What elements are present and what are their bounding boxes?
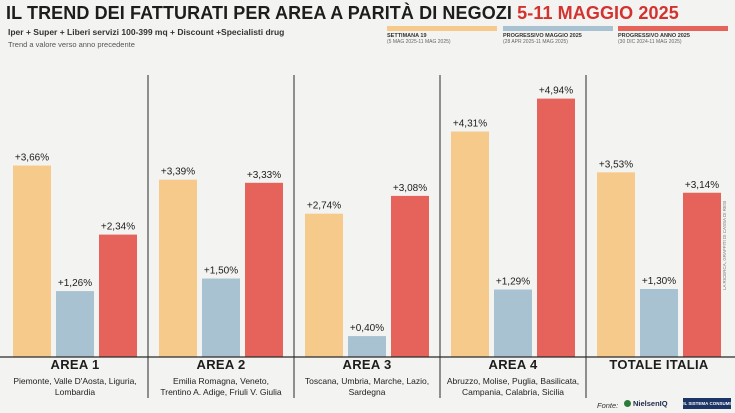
data-label-week-4: +4,31% — [453, 119, 487, 130]
legend-item-year: PROGRESSIVO ANNO 2025 (30 DIC 2024-11 MA… — [618, 26, 728, 45]
legend-label-year: PROGRESSIVO ANNO 2025 — [618, 33, 690, 39]
area-label-4: AREA 4 — [488, 357, 538, 372]
area-regions-1-line-1: Piemonte, Valle D'Aosta, Liguria, — [13, 376, 137, 386]
bar-week-1 — [13, 165, 51, 357]
chart-title-date: 5-11 MAGGIO 2025 — [517, 3, 679, 23]
data-label-year-5: +3,14% — [685, 180, 719, 191]
bar-month-2 — [202, 278, 240, 357]
area-regions-1: Piemonte, Valle D'Aosta, Liguria, Lombar… — [2, 376, 148, 398]
area-regions-2-line-2: Trentino A. Adige, Friuli V. Giulia — [160, 387, 282, 397]
data-label-year-4: +4,94% — [539, 86, 573, 97]
chart-subtitle: Iper + Super + Liberi servizi 100-399 mq… — [8, 27, 285, 37]
legend-item-week: SETTIMANA 19 (5 MAG 2025-11 MAG 2025) — [387, 26, 497, 45]
legend-item-month: PROGRESSIVO MAGGIO 2025 (28 APR 2025-11 … — [503, 26, 613, 45]
legend-dates-week: (5 MAG 2025-11 MAG 2025) — [387, 39, 451, 45]
data-label-week-5: +3,53% — [599, 159, 633, 170]
bar-week-2 — [159, 179, 197, 357]
area-regions-3: Toscana, Umbria, Marche, Lazio, Sardegna — [294, 376, 440, 398]
data-label-year-1: +2,34% — [101, 222, 135, 233]
area-label-1: AREA 1 — [50, 357, 100, 372]
legend-label-month: PROGRESSIVO MAGGIO 2025 — [503, 33, 582, 39]
legend-swatch-month — [503, 26, 613, 31]
data-label-month-1: +1,26% — [58, 278, 92, 289]
bar-month-5 — [640, 289, 678, 357]
source-label: Fonte: — [597, 401, 619, 410]
nielseniq-logo: NielsenIQ — [624, 399, 668, 408]
data-label-week-1: +3,66% — [15, 153, 49, 164]
chart-note: Trend a valore verso anno precedente — [8, 40, 135, 49]
legend-label-week: SETTIMANA 19 — [387, 33, 427, 39]
bar-month-1 — [56, 291, 94, 357]
chart-title: IL TREND DEI FATTURATI PER AREA A PARITÀ… — [6, 3, 679, 24]
bar-year-5 — [683, 192, 721, 357]
area-regions-2-line-1: Emilia Romagna, Veneto, — [173, 376, 269, 386]
legend-dates-month: (28 APR 2025-11 MAG 2025) — [503, 39, 568, 45]
bar-year-4 — [537, 98, 575, 357]
area-regions-1-line-2: Lombardia — [54, 387, 96, 397]
data-label-year-2: +3,33% — [247, 170, 281, 181]
area-regions-4: Abruzzo, Molise, Puglia, Basilicata, Cam… — [440, 376, 586, 398]
area-regions-3-line-2: Sardegna — [348, 387, 386, 397]
nielseniq-dot-icon — [624, 400, 631, 407]
area-label-3: AREA 3 — [342, 357, 392, 372]
data-label-month-4: +1,29% — [496, 277, 530, 288]
graphic-credit: LA RICERCA, GRAFFITI DI CASSA DI RESI — [722, 200, 727, 290]
bar-month-3 — [348, 336, 386, 357]
area-regions-3-line-1: Toscana, Umbria, Marche, Lazio, — [304, 376, 430, 386]
area-label-2: AREA 2 — [196, 357, 246, 372]
data-label-week-2: +3,39% — [161, 167, 195, 178]
data-label-month-3: +0,40% — [350, 323, 384, 334]
legend-swatch-week — [387, 26, 497, 31]
area-regions-4-line-1: Abruzzo, Molise, Puglia, Basilicata, — [446, 376, 580, 386]
bar-week-4 — [451, 131, 489, 357]
data-label-month-5: +1,30% — [642, 276, 676, 287]
area-label-total: TOTALE ITALIA — [609, 357, 709, 372]
data-label-year-3: +3,08% — [393, 183, 427, 194]
bar-week-5 — [597, 172, 635, 357]
area-regions-2: Emilia Romagna, Veneto, Trentino A. Adig… — [148, 376, 294, 398]
data-label-month-2: +1,50% — [204, 266, 238, 277]
data-label-week-3: +2,74% — [307, 201, 341, 212]
legend-swatch-year — [618, 26, 728, 31]
bar-year-1 — [99, 234, 137, 357]
bar-month-4 — [494, 289, 532, 357]
bar-year-2 — [245, 182, 283, 357]
bar-year-3 — [391, 195, 429, 357]
chart-title-main: IL TREND DEI FATTURATI PER AREA A PARITÀ… — [6, 3, 513, 23]
area-regions-4-line-2: Campania, Calabria, Sicilia — [461, 387, 565, 397]
nielseniq-logo-text: NielsenIQ — [633, 399, 668, 408]
sistema-consumi-logo: IL SISTEMA CONSUMI — [683, 398, 731, 409]
legend-dates-year: (30 DIC 2024-11 MAG 2025) — [618, 39, 682, 45]
bar-week-3 — [305, 213, 343, 357]
